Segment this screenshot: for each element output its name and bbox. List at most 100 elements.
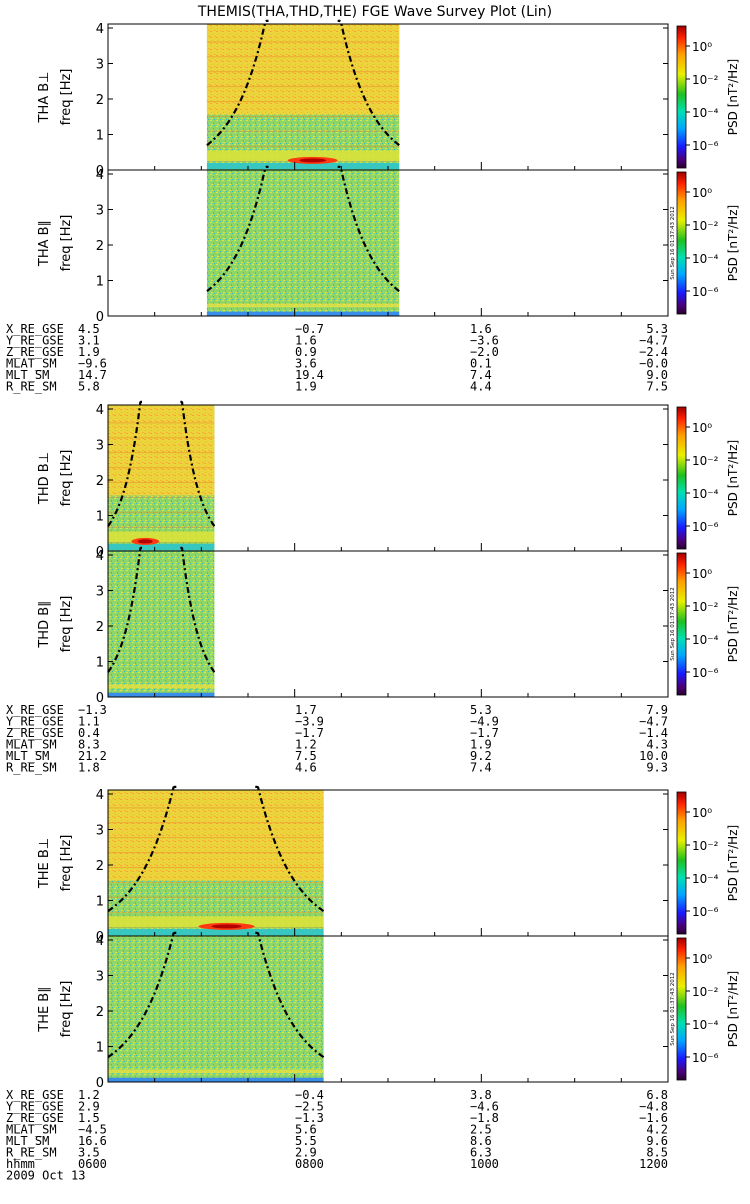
orbit-value: −1.4	[639, 726, 668, 740]
pc-wave-peak-core	[137, 539, 153, 544]
orbit-value: −1.3	[78, 703, 107, 717]
low-freq-band	[108, 1069, 324, 1074]
low-freq-floor	[206, 162, 400, 170]
orbit-row-label: Z_RE_GSE	[6, 1111, 64, 1125]
orbit-row-label: X_RE_GSE	[6, 322, 64, 336]
panel-name-label: THD B∥	[37, 600, 52, 648]
orbit-value: 21.2	[78, 749, 107, 763]
orbit-value: 1.9	[470, 738, 492, 752]
orbit-value: −0.4	[295, 1088, 324, 1102]
y-tick-label: 0	[96, 691, 104, 706]
spectrogram-high-power-band	[206, 24, 400, 115]
orbit-value: 4.3	[646, 738, 668, 752]
y-axis-label: freq [Hz]	[59, 69, 74, 126]
colorbar-tick-label: 10⁰	[692, 186, 712, 200]
orbit-value: 19.4	[295, 368, 324, 382]
panel-name-label: THA B∥	[37, 220, 52, 267]
spectrogram-data	[108, 936, 324, 1082]
y-tick-label: 1	[96, 1041, 104, 1056]
orbit-value: 6.3	[470, 1146, 492, 1160]
y-tick-label: 4	[96, 549, 104, 564]
colorbar-tick-label: 10⁻⁶	[692, 1051, 719, 1065]
orbit-value: −2.4	[639, 345, 668, 359]
spectrogram-data	[206, 170, 400, 316]
orbit-value: 1.5	[78, 1111, 100, 1125]
y-tick-label: 0	[96, 310, 104, 325]
creation-timestamp: Sun Sep 16 01:37:43 2012	[670, 206, 676, 280]
orbit-value: 6.8	[646, 1088, 668, 1102]
colorbar-tick-label: 10⁻²	[692, 839, 719, 853]
orbit-value: 3.5	[78, 1146, 100, 1160]
y-tick-label: 2	[96, 93, 104, 108]
colorbar-tick-label: 10⁻²	[692, 73, 719, 87]
y-tick-label: 0	[96, 1076, 104, 1091]
orbit-value: −1.7	[470, 726, 499, 740]
orbit-value: −9.6	[78, 357, 107, 371]
orbit-row-label: Y_RE_GSE	[6, 1100, 64, 1114]
orbit-value: 5.3	[470, 703, 492, 717]
orbit-value: −2.5	[295, 1100, 324, 1114]
orbit-table-the: X_RE_GSE 1.2 −0.4 3.8 6.8 Y_RE_GSE 2.9 −2.5 −4.6…	[6, 1088, 668, 1160]
orbit-value: 4.6	[295, 761, 317, 775]
orbit-value: 5.8	[78, 380, 100, 394]
orbit-value: 0.9	[295, 345, 317, 359]
colorbar-tick-label: 10⁰	[692, 952, 712, 966]
orbit-value: −4.8	[639, 1100, 668, 1114]
colorbar: 10⁰ 10⁻² 10⁻⁴ 10⁻⁶ PSD [nT²/Hz] Sun Sep 16 01…	[670, 552, 740, 696]
colorbar: 10⁰ 10⁻² 10⁻⁴ 10⁻⁶ PSD [nT²/Hz]	[676, 406, 740, 550]
orbit-row-label: R_RE_SM	[6, 761, 57, 775]
time-axis-footer: hhmm 0600 0800 1000 1200 2009 Oct 13	[6, 1157, 668, 1183]
colorbar-tick-label: 10⁻⁶	[692, 285, 719, 299]
colorbar-label: PSD [nT²/Hz]	[726, 205, 740, 281]
orbit-value: 9.2	[470, 749, 492, 763]
orbit-value: 7.5	[295, 749, 317, 763]
y-axis-label: freq [Hz]	[59, 596, 74, 653]
colorbar-label: PSD [nT²/Hz]	[726, 440, 740, 516]
low-freq-floor	[206, 311, 400, 316]
colorbar-tick-label: 10⁻⁶	[692, 666, 719, 680]
orbit-row-label: MLT_SM	[6, 1134, 49, 1148]
colorbar-tick-label: 10⁻⁴	[692, 106, 719, 120]
orbit-row-label: MLT_SM	[6, 749, 49, 763]
low-freq-floor	[108, 928, 324, 936]
spectrogram-data	[108, 551, 215, 697]
gyrofrequency-curve	[107, 546, 142, 673]
orbit-value: 4.2	[646, 1123, 668, 1137]
orbit-value: 8.5	[646, 1146, 668, 1160]
orbit-value: 9.3	[646, 761, 668, 775]
orbit-value: 3.1	[78, 334, 100, 348]
orbit-value: 0.4	[78, 726, 100, 740]
orbit-value: 7.9	[646, 703, 668, 717]
orbit-value: 1.9	[78, 345, 100, 359]
panel-name-label: THE B⊥	[37, 838, 52, 889]
y-tick-label: 3	[96, 585, 104, 600]
colorbar-tick-label: 10⁰	[692, 40, 712, 54]
orbit-value: 8.6	[470, 1134, 492, 1148]
low-freq-floor	[108, 692, 215, 697]
orbit-value: 7.5	[646, 380, 668, 394]
chart-tha: 0 1 2 3 4 THA B⊥ freq [Hz] 10⁰ 10⁻² 10⁻⁴ 10⁻⁶ PSD […	[6, 19, 740, 394]
orbit-row-label: Z_RE_GSE	[6, 726, 64, 740]
spectrogram-high-power-band	[108, 405, 215, 496]
orbit-value: 1.6	[295, 334, 317, 348]
orbit-value: 2.9	[78, 1100, 100, 1114]
low-freq-band	[206, 303, 400, 308]
orbit-row-label: X_RE_GSE	[6, 703, 64, 717]
orbit-value: 9.6	[646, 1134, 668, 1148]
y-tick-label: 2	[96, 620, 104, 635]
orbit-value: 16.6	[78, 1134, 107, 1148]
time-tick-label: 1000	[470, 1157, 499, 1171]
orbit-row-label: MLT_SM	[6, 368, 49, 382]
y-axis-label: freq [Hz]	[59, 981, 74, 1038]
y-tick-label: 2	[96, 859, 104, 874]
colorbar-label: PSD [nT²/Hz]	[726, 59, 740, 135]
orbit-value: −1.3	[295, 1111, 324, 1125]
gyrofrequency-curve	[180, 400, 216, 527]
y-tick-label: 4	[96, 788, 104, 803]
orbit-value: 1.6	[470, 322, 492, 336]
orbit-value: −4.9	[470, 715, 499, 729]
orbit-value: 8.3	[78, 738, 100, 752]
low-freq-band	[108, 531, 215, 543]
y-tick-label: 3	[96, 58, 104, 73]
colorbar-tick-label: 10⁻²	[692, 985, 719, 999]
